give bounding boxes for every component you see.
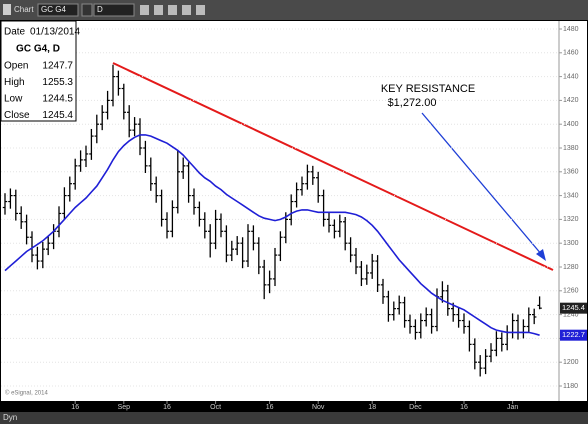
info-box — [0, 20, 77, 122]
footer: © eSignal, 2014 — [5, 390, 48, 397]
info-label: Date — [4, 27, 26, 38]
toolbar-button[interactable] — [154, 5, 163, 15]
x-tick-label: 16 — [71, 404, 79, 411]
toolbar-button[interactable] — [182, 5, 191, 15]
x-tick-label: 16 — [460, 404, 468, 411]
y-tick-label: 1460 — [563, 50, 579, 57]
toolbar-title: Chart — [14, 5, 34, 14]
y-tick-label: 1360 — [563, 169, 579, 176]
toolbar-button[interactable] — [168, 5, 177, 15]
annotation: KEY RESISTANCE — [381, 83, 475, 95]
x-tick-label: Nov — [312, 404, 325, 411]
info-value: 1245.4 — [42, 110, 73, 121]
y-tick-label: 1300 — [563, 240, 579, 247]
price-tag-label: 1245.4 — [562, 303, 585, 312]
status-bar — [0, 412, 588, 424]
x-tick-label: Sep — [118, 404, 131, 411]
x-tick-label: Jan — [507, 404, 518, 411]
y-tick-label: 1340 — [563, 192, 579, 199]
price-tag — [560, 302, 587, 314]
annotation: $1,272.00 — [388, 97, 437, 109]
toolbar-symbol: GC G4 — [41, 5, 66, 14]
x-tick-label: 18 — [368, 404, 376, 411]
annotation-arrow — [421, 112, 543, 256]
toolbar-button[interactable] — [196, 5, 205, 15]
price-tag — [560, 329, 587, 341]
interval-box[interactable] — [93, 3, 135, 17]
info-label: Close — [4, 110, 30, 121]
toolbar-icons — [140, 5, 205, 15]
x-tick-label: 16 — [163, 404, 171, 411]
status-text: Dyn — [3, 413, 17, 422]
x-tick-label: 16 — [266, 404, 274, 411]
info-label: Low — [4, 94, 23, 105]
info-label: High — [4, 77, 25, 88]
toolbar-button[interactable] — [81, 3, 93, 17]
info-label: Open — [4, 61, 28, 72]
y-tick-label: 1280 — [563, 264, 579, 271]
y-tick-label: 1440 — [563, 73, 579, 80]
y-tick-label: 1180 — [563, 383, 578, 390]
y-tick-label: 1420 — [563, 97, 579, 104]
arrow-head — [536, 249, 546, 261]
x-tick-label: Oct — [210, 404, 221, 411]
x-tick-label: Dec — [409, 404, 422, 411]
symbol-box[interactable] — [37, 3, 79, 17]
price-tag-label: 1222.7 — [562, 330, 585, 339]
info-value: 1247.7 — [42, 61, 73, 72]
y-tick-label: 1380 — [563, 145, 579, 152]
plot-area — [1, 21, 587, 401]
resistance-line — [112, 62, 554, 271]
y-tick-label: 1400 — [563, 121, 579, 128]
toolbar-button[interactable] — [140, 5, 149, 15]
y-tick-label: 1320 — [563, 216, 579, 223]
y-tick-label: 1240 — [563, 311, 579, 318]
info-panel: Date 01/13/2014 GC G4, D Open 1247.7 High 1… — [0, 20, 80, 122]
y-tick-label: 1480 — [563, 26, 579, 33]
y-tick-label: 1260 — [563, 288, 579, 295]
info-symbol: GC G4, D — [16, 44, 60, 55]
info-date: 01/13/2014 — [30, 27, 80, 38]
moving-average — [4, 134, 540, 336]
toolbar-icon[interactable] — [3, 4, 11, 15]
toolbar-interval: D — [97, 5, 103, 14]
info-value: 1244.5 — [42, 94, 73, 105]
y-tick-label: 1200 — [563, 359, 579, 366]
info-value: 1255.3 — [42, 77, 73, 88]
